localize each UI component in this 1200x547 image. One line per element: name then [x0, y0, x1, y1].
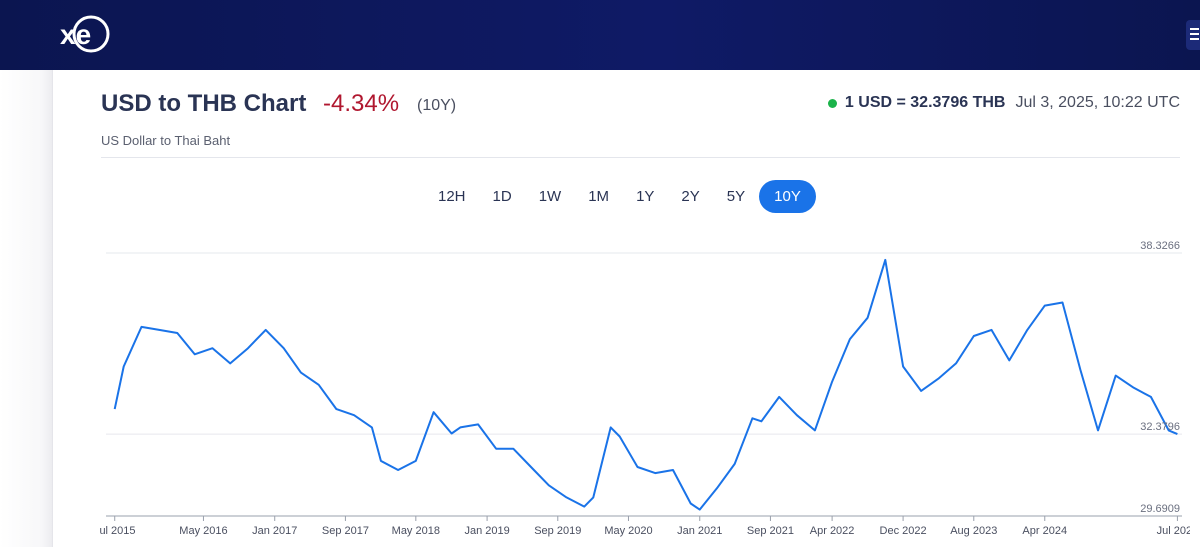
tab-1d[interactable]: 1D — [492, 188, 512, 205]
x-tick-label: Dec 2022 — [880, 525, 927, 537]
currency-pair-subtitle: US Dollar to Thai Baht — [101, 133, 231, 148]
logo-text: xe — [60, 19, 91, 50]
x-tick-label: Aug 2023 — [950, 525, 997, 537]
x-tick-label: May 2020 — [604, 525, 652, 537]
rate-value: 1 USD = 32.3796 THB — [844, 94, 1006, 111]
rate-timestamp: Jul 3, 2025, 10:22 UTC — [1015, 94, 1180, 111]
tab-1y[interactable]: 1Y — [636, 188, 655, 205]
y-tick-label: 32.3796 — [1140, 421, 1180, 433]
period-label: (10Y) — [417, 97, 457, 114]
tab-1m[interactable]: 1M — [588, 188, 610, 205]
side-panel-edge — [0, 70, 53, 547]
chart-title: USD to THB Chart — [101, 90, 307, 117]
top-navigation-bar: xe — [0, 0, 1200, 70]
y-tick-label: 29.6909 — [1140, 503, 1180, 515]
y-tick-label: 38.3266 — [1140, 240, 1180, 252]
x-tick-label: May 2016 — [179, 525, 227, 537]
menu-icon[interactable] — [1186, 20, 1200, 50]
xe-logo[interactable]: xe — [56, 13, 112, 55]
x-tick-label: May 2018 — [392, 525, 440, 537]
period-tabs: 12H 1D 1W 1M 1Y 2Y 5Y 10Y — [425, 180, 817, 213]
divider — [101, 157, 1180, 158]
x-tick-label: Jan 2021 — [677, 525, 722, 537]
x-tick-label: Sep 2021 — [747, 525, 794, 537]
usd-thb-rate-line — [113, 258, 1178, 511]
x-tick-label: Jul 2025 — [1157, 525, 1190, 537]
rate-history-chart[interactable]: 38.3266 32.3796 29.6909 Jul 2015 May 2016 Jan… — [100, 235, 1190, 547]
tab-5y[interactable]: 5Y — [726, 188, 746, 205]
change-percent: -4.34% — [323, 90, 400, 117]
x-tick-label: Sep 2017 — [322, 525, 369, 537]
x-tick-label: Apr 2024 — [1022, 525, 1067, 537]
live-status-icon — [827, 98, 837, 108]
x-tick-label: Jan 2019 — [464, 525, 509, 537]
x-tick-label: Jul 2015 — [100, 525, 136, 537]
x-tick-label: Apr 2022 — [810, 525, 855, 537]
tab-2y[interactable]: 2Y — [681, 188, 700, 205]
tab-12h[interactable]: 12H — [438, 188, 466, 205]
current-rate: 1 USD = 32.3796 THB Jul 3, 2025, 10:22 U… — [827, 94, 1180, 112]
x-tick-label: Jan 2017 — [252, 525, 297, 537]
tab-10y[interactable]: 10Y — [759, 180, 816, 213]
x-tick-label: Sep 2019 — [534, 525, 581, 537]
tab-1w[interactable]: 1W — [538, 188, 562, 205]
